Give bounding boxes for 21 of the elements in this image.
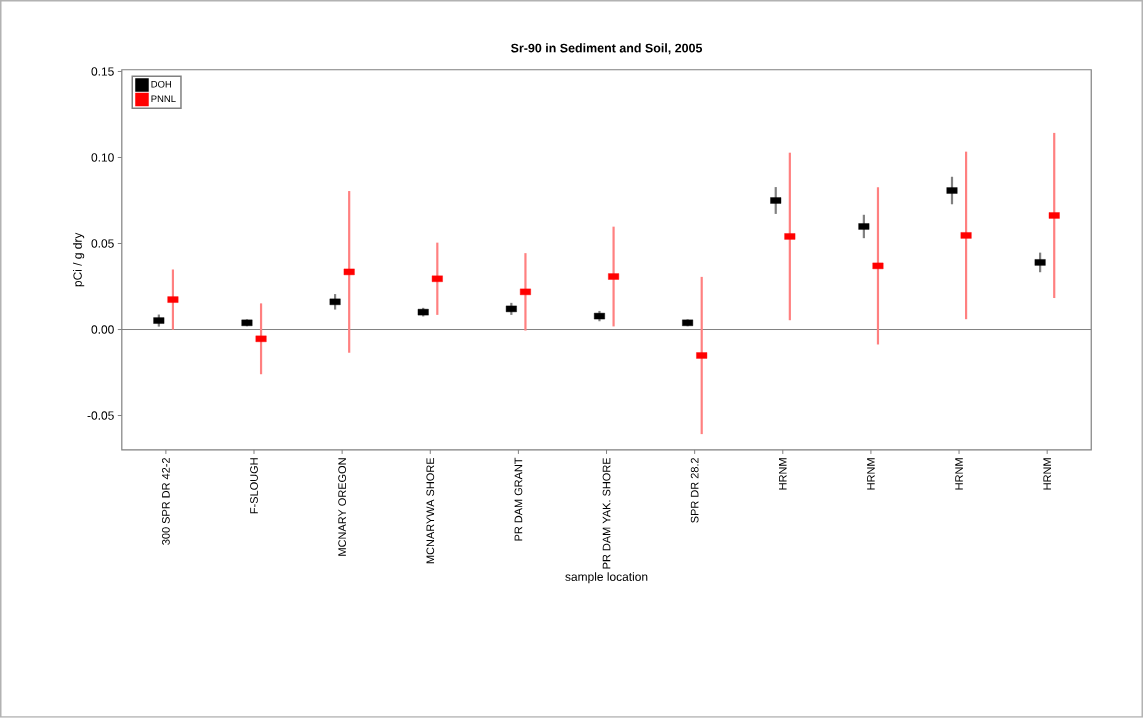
y-axis-title: pCi / g dry [73,232,85,287]
y-tick-label: 0.15 [91,67,114,76]
x-tick-label: HRNM [779,458,787,490]
x-tick-label: HRNM [1043,458,1051,490]
y-tick-label: 0.00 [91,325,114,334]
x-tick-label: F-SLOUGH [250,458,258,514]
x-tick-label: HRNM [867,458,875,490]
x-tick-label: MCNARY OREGON [338,458,347,556]
y-tick-label: -0.05 [87,411,114,420]
x-tick-label: MCNARYWA SHORE [426,458,435,564]
x-tick-label: HRNM [955,458,963,490]
legend-label: PNNL [151,95,176,103]
x-tick-label: SPR DR 28.2 [690,458,699,523]
x-tick-label: 300 SPR DR 42-2 [162,458,170,545]
x-tick-label: PR DAM GRANT [514,457,523,541]
y-tick-label: 0.10 [91,153,114,162]
chart-title: Sr-90 in Sediment and Soil, 2005 [510,43,703,55]
x-axis-title: sample location [565,572,648,584]
x-tick-label: PR DAM YAK. SHORE [602,458,611,569]
legend-label: DOH [151,81,171,88]
y-tick-label: 0.05 [91,239,114,248]
